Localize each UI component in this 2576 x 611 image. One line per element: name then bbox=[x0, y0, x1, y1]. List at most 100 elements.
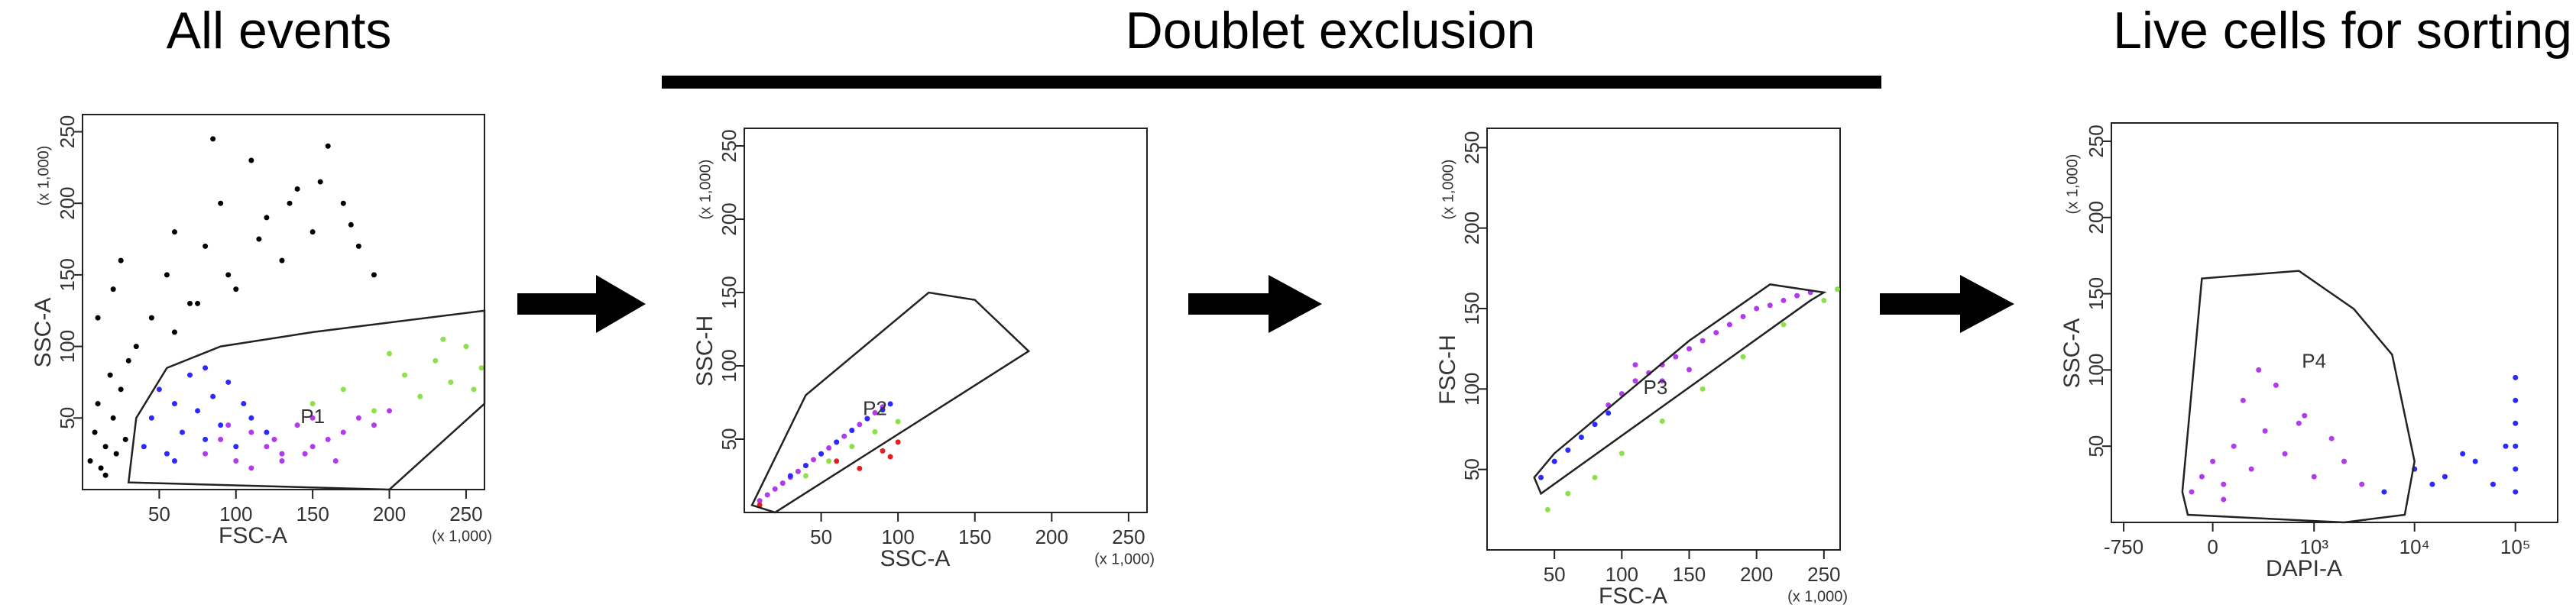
x-tick-label: 10⁵ bbox=[2500, 535, 2531, 558]
event-dot bbox=[125, 357, 131, 364]
event-dot bbox=[309, 401, 316, 407]
plot-frame bbox=[82, 114, 485, 490]
event-dot bbox=[764, 492, 770, 498]
event-dot bbox=[757, 498, 763, 504]
event-dot bbox=[1632, 362, 1638, 368]
plot-frame bbox=[744, 128, 1148, 513]
event-dot bbox=[1767, 302, 1773, 309]
x-unit-label: (x 1,000) bbox=[432, 528, 492, 545]
event-dot bbox=[887, 401, 893, 407]
gate-label: P3 bbox=[1644, 376, 1668, 399]
event-dot bbox=[811, 457, 817, 463]
event-dot bbox=[2282, 451, 2288, 457]
plot-frame bbox=[2111, 122, 2558, 523]
event-dot bbox=[187, 300, 193, 306]
y-axis-label: SSC-H bbox=[692, 315, 718, 386]
event-dot bbox=[2513, 443, 2519, 449]
event-dot bbox=[2503, 443, 2509, 449]
event-dot bbox=[1740, 314, 1746, 320]
event-dot bbox=[279, 257, 285, 263]
event-dot bbox=[203, 243, 209, 249]
event-dot bbox=[2490, 481, 2496, 487]
y-tick-label: 200 bbox=[2085, 201, 2108, 234]
x-tick-label: 250 bbox=[449, 503, 482, 525]
event-dot bbox=[340, 200, 346, 206]
gate bbox=[127, 309, 486, 491]
y-tick-label: 50 bbox=[718, 428, 740, 451]
event-dot bbox=[309, 444, 316, 450]
event-dot bbox=[834, 458, 840, 464]
y-axis-label: SSC-A bbox=[31, 298, 56, 368]
x-tick-label: 10³ bbox=[2299, 535, 2328, 558]
x-tick-label: 10⁴ bbox=[2399, 535, 2430, 558]
event-dot bbox=[2248, 466, 2254, 472]
event-dot bbox=[118, 257, 124, 263]
y-tick-label: 200 bbox=[718, 202, 740, 235]
event-dot bbox=[371, 422, 377, 428]
group-bar bbox=[662, 76, 1881, 89]
x-tick-label: 50 bbox=[1544, 563, 1566, 586]
gate-label: P2 bbox=[863, 396, 887, 419]
event-dot bbox=[1781, 322, 1787, 328]
event-dot bbox=[841, 433, 847, 439]
event-dot bbox=[1538, 474, 1544, 480]
event-dot bbox=[2189, 489, 2195, 495]
x-unit-label: (x 1,000) bbox=[1787, 588, 1848, 605]
event-dot bbox=[233, 286, 239, 293]
x-tick-label: 150 bbox=[958, 525, 991, 548]
event-dot bbox=[880, 448, 886, 454]
event-dot bbox=[1606, 410, 1612, 416]
event-dot bbox=[1834, 286, 1840, 293]
gate bbox=[2181, 270, 2416, 524]
event-dot bbox=[402, 372, 408, 378]
event-dot bbox=[2273, 382, 2279, 388]
event-dot bbox=[264, 429, 270, 435]
event-dot bbox=[233, 444, 239, 450]
event-dot bbox=[1592, 474, 1598, 480]
x-tick-label: 150 bbox=[1673, 563, 1706, 586]
event-dot bbox=[463, 344, 469, 350]
event-dot bbox=[302, 451, 308, 457]
event-dot bbox=[1551, 458, 1557, 464]
event-dot bbox=[371, 272, 377, 278]
event-dot bbox=[880, 407, 886, 413]
event-dot bbox=[1659, 378, 1665, 384]
event-dot bbox=[87, 458, 93, 464]
y-tick-label: 100 bbox=[718, 349, 740, 382]
event-dot bbox=[795, 468, 801, 474]
event-dot bbox=[872, 428, 878, 435]
event-dot bbox=[1673, 354, 1679, 360]
event-dot bbox=[1713, 330, 1719, 336]
event-dot bbox=[225, 379, 232, 385]
event-dot bbox=[309, 229, 316, 235]
event-dot bbox=[895, 419, 901, 425]
event-dot bbox=[279, 458, 285, 464]
event-dot bbox=[164, 272, 170, 278]
group-title: Doublet exclusion bbox=[1126, 2, 1536, 60]
x-tick-label: 200 bbox=[1035, 525, 1068, 548]
event-dot bbox=[279, 451, 285, 457]
event-dot bbox=[887, 454, 893, 460]
event-dot bbox=[826, 445, 832, 451]
event-dot bbox=[471, 386, 477, 393]
event-dot bbox=[2381, 489, 2387, 495]
y-tick-label: 200 bbox=[56, 186, 79, 219]
event-dot bbox=[2221, 481, 2227, 487]
event-dot bbox=[195, 300, 201, 306]
event-dot bbox=[849, 427, 855, 433]
event-dot bbox=[225, 272, 232, 278]
event-dot bbox=[417, 393, 423, 399]
event-dot bbox=[1700, 338, 1706, 344]
chart-title: All events bbox=[167, 2, 392, 60]
event-dot bbox=[2210, 458, 2216, 464]
y-unit-label: (x 1,000) bbox=[697, 160, 714, 220]
event-dot bbox=[218, 422, 224, 428]
x-tick-label: 150 bbox=[296, 503, 329, 525]
x-tick-label: 100 bbox=[219, 503, 252, 525]
event-dot bbox=[248, 157, 254, 163]
event-dot bbox=[102, 444, 109, 450]
event-dot bbox=[218, 436, 224, 442]
event-dot bbox=[218, 200, 224, 206]
event-dot bbox=[241, 401, 247, 407]
event-dot bbox=[110, 286, 116, 293]
